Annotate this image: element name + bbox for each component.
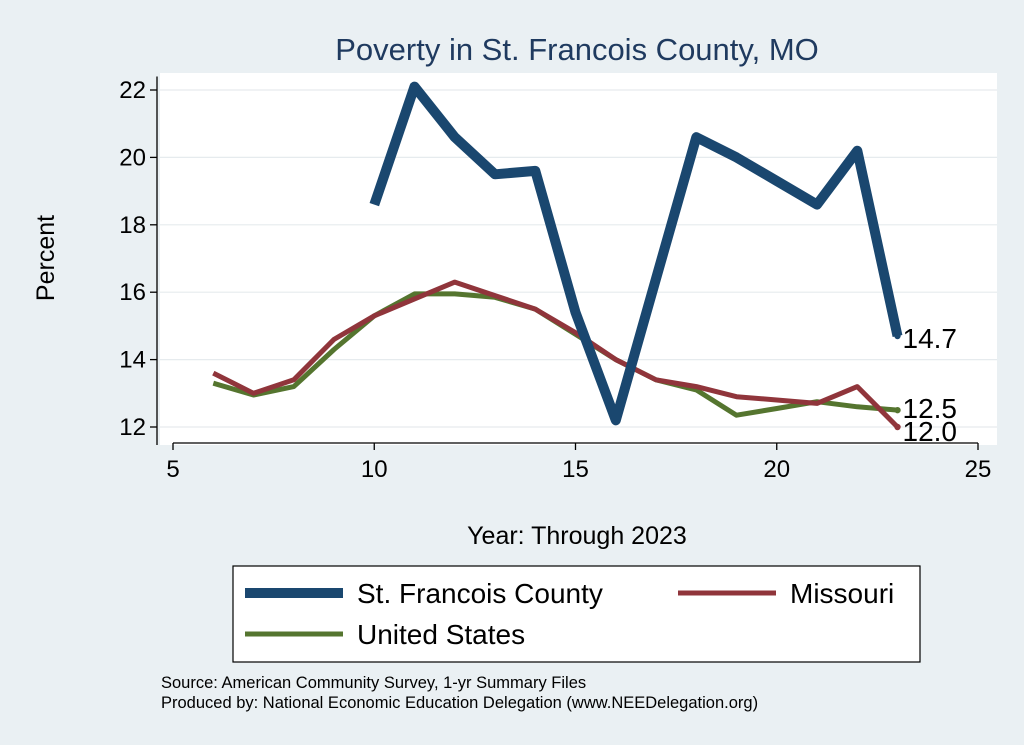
legend-label-st-francois: St. Francois County	[357, 578, 603, 609]
y-axis-label: Percent	[32, 215, 60, 301]
y-axis: 12 14 16 18 20 22	[119, 76, 158, 445]
series-group	[212, 81, 903, 429]
legend-box	[232, 565, 921, 663]
x-tick-label-25: 25	[965, 456, 992, 483]
end-marker-st-francois-county	[894, 332, 901, 340]
end-marker-missouri	[894, 423, 901, 431]
y-tick-label-22: 22	[119, 77, 146, 104]
x-tick-label-5: 5	[166, 456, 179, 483]
series-line-missouri	[212, 279, 900, 429]
y-tick-label-14: 14	[119, 347, 146, 374]
chart-title: Poverty in St. Francois County, MO	[335, 32, 819, 67]
y-tick-label-18: 18	[119, 212, 146, 239]
x-tick-label-15: 15	[562, 456, 589, 483]
legend-label-united-states: United States	[357, 619, 525, 650]
end-marker-united-states	[894, 406, 901, 414]
source-line-1: Source: American Community Survey, 1-yr …	[161, 674, 586, 692]
source-line-2: Produced by: National Economic Education…	[161, 694, 758, 712]
end-label-united-states: 12.5	[903, 393, 958, 424]
x-axis-label: Year: Through 2023	[467, 522, 687, 550]
y-tick-label-16: 16	[119, 279, 146, 306]
end-label-missouri: 12.0	[903, 416, 958, 447]
x-tick-label-10: 10	[361, 456, 388, 483]
x-tick-label-20: 20	[763, 456, 790, 483]
y-tick-label-20: 20	[119, 144, 146, 171]
end-labels: 14.7 12.012.5	[894, 323, 957, 447]
y-tick-label-12: 12	[119, 414, 146, 441]
legend: St. Francois County Missouri United Stat…	[232, 565, 921, 663]
series-line-st-francois-county	[369, 81, 903, 426]
end-label-st-francois-county: 14.7	[903, 323, 958, 354]
grid-lines	[160, 89, 997, 428]
legend-label-missouri: Missouri	[790, 578, 894, 609]
x-axis: 5 10 15 20 25	[166, 442, 992, 483]
